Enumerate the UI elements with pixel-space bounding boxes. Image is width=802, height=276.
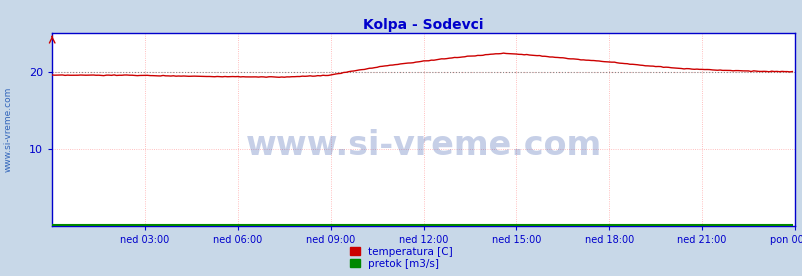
Text: www.si-vreme.com: www.si-vreme.com	[3, 87, 13, 172]
Text: www.si-vreme.com: www.si-vreme.com	[245, 129, 601, 162]
Legend: temperatura [C], pretok [m3/s]: temperatura [C], pretok [m3/s]	[347, 245, 455, 271]
Title: Kolpa - Sodevci: Kolpa - Sodevci	[363, 18, 484, 32]
